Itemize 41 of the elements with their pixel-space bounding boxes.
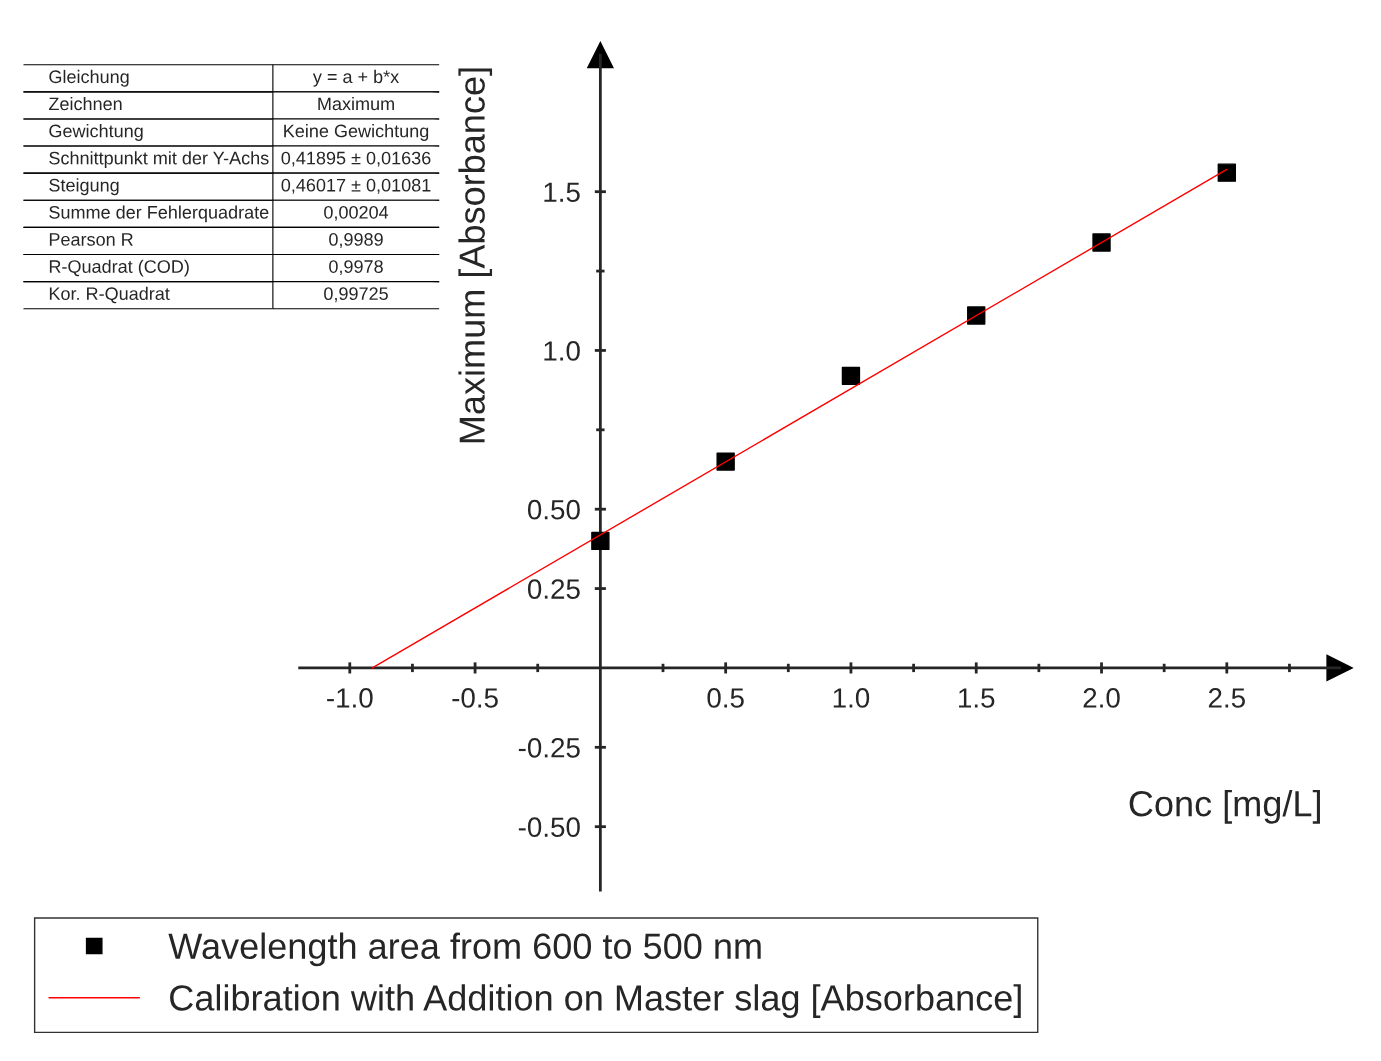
annotation: 0,9989 xyxy=(329,233,383,248)
text: Gleichung xyxy=(49,69,129,87)
point xyxy=(967,306,986,325)
annotation: 0,41895 ± 0,01636 xyxy=(281,151,431,167)
text: Pearson R xyxy=(49,233,133,246)
text: Steigung xyxy=(49,178,119,196)
y-axis-title: Maximum [Absorbance] xyxy=(458,68,493,443)
x-tick-label: 2.5 xyxy=(1208,688,1245,708)
text: Kor. R-Quadrat xyxy=(49,286,170,304)
point xyxy=(591,531,610,551)
annotation: Keine Gewichtung xyxy=(284,124,429,141)
text: Gewichtung xyxy=(49,124,143,141)
annotation: y = a + b*x xyxy=(312,69,399,87)
y-tick-label: 0.50 xyxy=(527,499,580,520)
x-tick-label: 0.5 xyxy=(707,688,744,708)
annotation: 0,00204 xyxy=(324,205,389,221)
text: Schnittpunkt mit der Y-Achs xyxy=(49,151,269,169)
text: Summe der Fehlerquadrate xyxy=(49,205,269,223)
x-tick-label: 1.0 xyxy=(833,688,870,708)
x-tick-label: -0.5 xyxy=(452,688,498,708)
x-tick-label: 2.0 xyxy=(1083,688,1120,708)
x-axis-title: Conc [mg/L] xyxy=(1129,789,1320,824)
y-tick-label: -0.25 xyxy=(518,737,580,758)
legend-label: Wavelength area from 600 to 500 nm xyxy=(168,932,761,967)
text: Zeichnen xyxy=(48,96,122,111)
y-tick-label: 1.0 xyxy=(544,341,580,361)
text: R-Quadrat (COD) xyxy=(49,259,189,277)
y-tick-label: 0.25 xyxy=(527,579,580,599)
annotation: Maximum xyxy=(318,96,394,111)
y-tick-label: -0.50 xyxy=(518,817,580,838)
x-tick-label: 1.5 xyxy=(959,688,995,708)
y-tick-label: 1.5 xyxy=(544,182,580,203)
annotation: 0,9978 xyxy=(329,260,383,276)
point xyxy=(716,452,735,471)
point xyxy=(1217,163,1236,182)
point xyxy=(1092,233,1111,252)
annotation: 0,99725 xyxy=(324,287,388,303)
x-tick-label: -1.0 xyxy=(327,688,373,708)
annotation: 0,46017 ± 0,01081 xyxy=(281,178,431,194)
legend-label: Calibration with Addition on Master slag [Absorbance] xyxy=(170,984,1021,1018)
point xyxy=(841,366,861,386)
